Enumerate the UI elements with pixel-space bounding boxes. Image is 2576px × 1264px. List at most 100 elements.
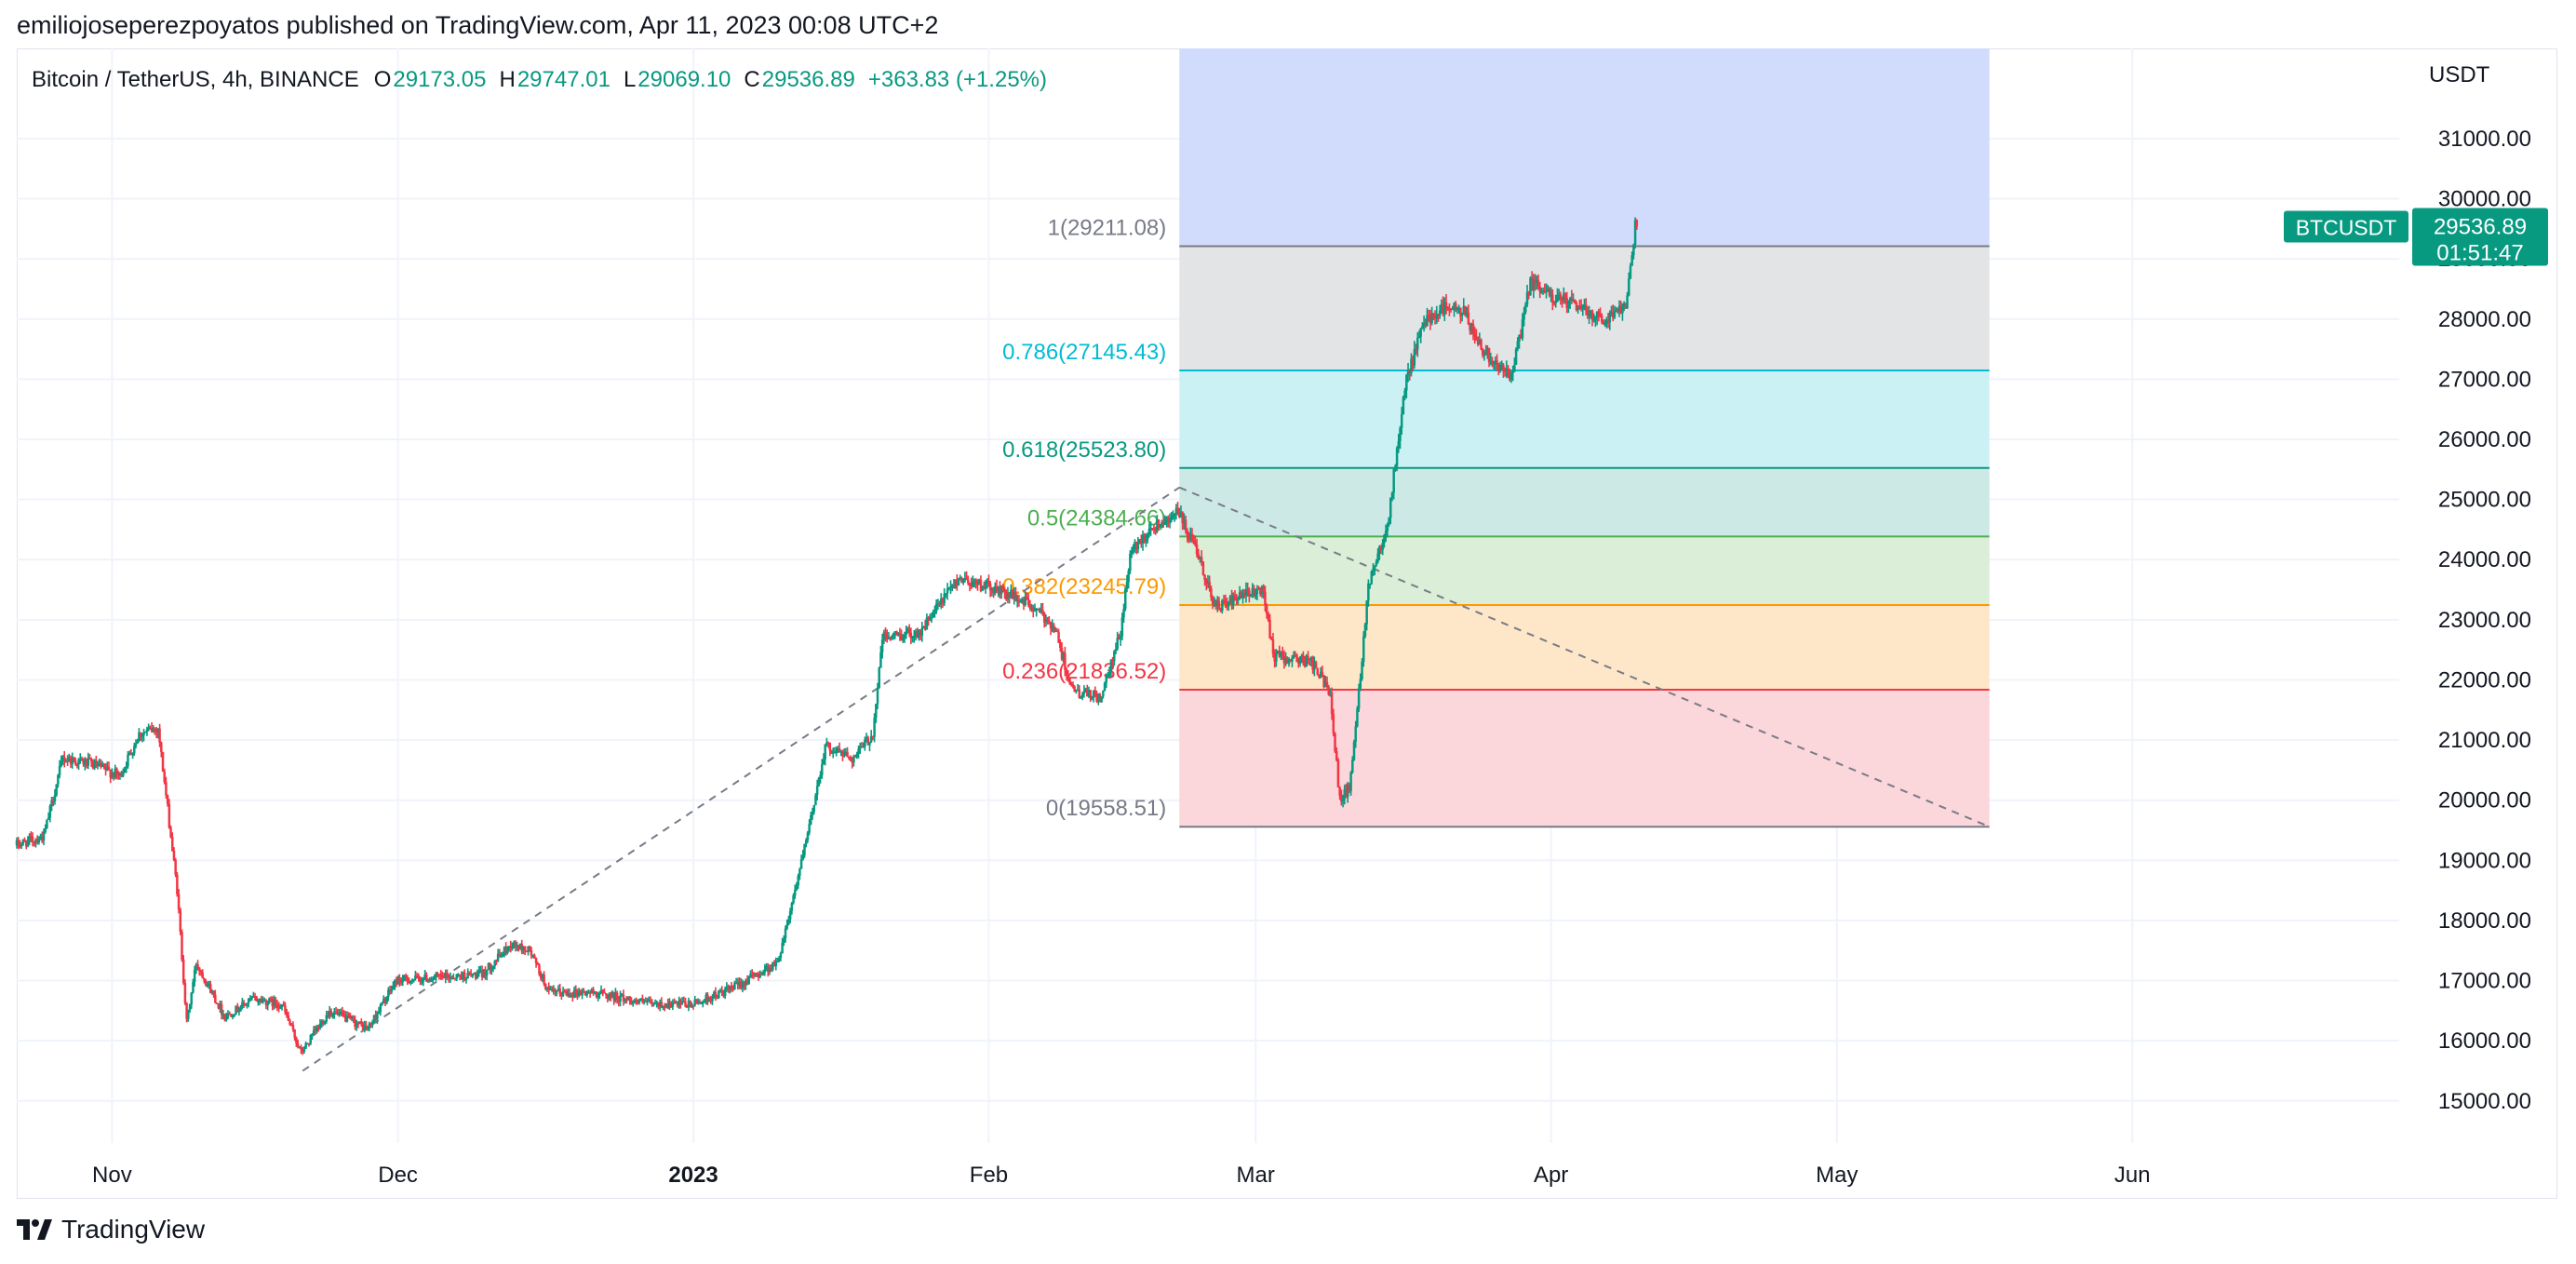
candle-body bbox=[784, 928, 787, 939]
time-tick-label: Feb bbox=[970, 1163, 1008, 1188]
candle-body bbox=[983, 586, 986, 589]
candle-body bbox=[923, 625, 927, 630]
candle-body bbox=[1095, 693, 1098, 702]
candle-body bbox=[938, 603, 941, 605]
price-tick-label: 21000.00 bbox=[2438, 728, 2531, 753]
tradingview-logo-icon bbox=[17, 1219, 52, 1240]
candle-body bbox=[1003, 590, 1006, 593]
candle-body bbox=[700, 1002, 703, 1005]
candle-body bbox=[1573, 299, 1576, 303]
candle-body bbox=[1475, 336, 1478, 340]
candle-body bbox=[1437, 314, 1440, 316]
candle-body bbox=[509, 946, 513, 948]
candle-body bbox=[1435, 314, 1439, 319]
candle-body bbox=[806, 832, 810, 840]
candle-body bbox=[972, 581, 974, 587]
candle-body bbox=[484, 969, 487, 976]
candle-body bbox=[57, 774, 60, 785]
candle-body bbox=[1583, 304, 1586, 306]
candle-body bbox=[1561, 298, 1563, 302]
candle-body bbox=[1197, 554, 1201, 559]
candle-body bbox=[994, 585, 997, 593]
tradingview-logo[interactable]: TradingView bbox=[17, 1215, 205, 1244]
candle-body bbox=[1483, 351, 1486, 356]
candle-body bbox=[1617, 310, 1619, 312]
candle-body bbox=[1165, 517, 1168, 522]
candle-body bbox=[1545, 290, 1548, 292]
candle-body bbox=[474, 972, 477, 979]
candle-body bbox=[422, 978, 425, 982]
candle-body bbox=[1255, 588, 1259, 595]
candle-body bbox=[134, 743, 138, 746]
candle-body bbox=[1065, 669, 1068, 676]
candle-body bbox=[342, 1015, 345, 1016]
candle-body bbox=[1206, 582, 1210, 584]
candle-body bbox=[1146, 533, 1149, 540]
candle-body bbox=[1462, 306, 1466, 314]
candle-body bbox=[127, 752, 131, 756]
candle-body bbox=[1494, 360, 1497, 364]
candle-body bbox=[1554, 302, 1558, 303]
candle-body bbox=[1586, 310, 1590, 316]
candle-body bbox=[379, 1004, 382, 1013]
candle-body bbox=[290, 1024, 293, 1027]
candle-body bbox=[963, 578, 967, 581]
candle-body bbox=[1253, 588, 1255, 597]
candle-body bbox=[471, 975, 475, 976]
legend-l-label: L bbox=[624, 67, 636, 92]
candle-body bbox=[1348, 785, 1351, 791]
candle-body bbox=[496, 953, 500, 961]
candle-body bbox=[1237, 598, 1240, 600]
candle-body bbox=[642, 1001, 646, 1003]
time-tick-label: Apr bbox=[1534, 1163, 1568, 1188]
candle-body bbox=[988, 584, 992, 591]
candle-body bbox=[749, 974, 752, 978]
candle-body bbox=[91, 761, 95, 769]
candle-body bbox=[129, 752, 133, 755]
candle-body bbox=[1422, 323, 1426, 327]
candle-body bbox=[1521, 319, 1524, 339]
candle-body bbox=[862, 746, 865, 748]
candle-body bbox=[597, 994, 599, 998]
candle-body bbox=[42, 831, 46, 841]
candle-body bbox=[449, 977, 452, 979]
candle-body bbox=[1211, 597, 1214, 605]
candle-body bbox=[1536, 279, 1540, 288]
candle-body bbox=[792, 895, 795, 904]
candle-body bbox=[680, 1001, 684, 1004]
chart-canvas[interactable]: 1(29211.08) 0.786(27145.43) 0.618(25523.80… bbox=[0, 0, 2576, 1210]
candle-body bbox=[906, 628, 909, 632]
candle-body bbox=[884, 632, 887, 636]
candle-body bbox=[1332, 714, 1335, 733]
candle-body bbox=[641, 998, 644, 1002]
candle-body bbox=[839, 751, 843, 754]
candle-body bbox=[160, 742, 163, 752]
candle-body bbox=[87, 758, 90, 766]
candle-body bbox=[252, 996, 255, 998]
candle-body bbox=[679, 1001, 682, 1004]
candle-body bbox=[507, 946, 511, 948]
candle-body bbox=[1341, 799, 1345, 802]
candle-body bbox=[1240, 592, 1243, 598]
candle-body bbox=[328, 1011, 331, 1017]
candle-body bbox=[1082, 691, 1086, 694]
candle-body bbox=[1343, 789, 1347, 800]
candle-body bbox=[1238, 592, 1241, 599]
price-tick-label: 20000.00 bbox=[2438, 788, 2531, 814]
candle-body bbox=[277, 1006, 280, 1009]
candle-body bbox=[1473, 333, 1476, 337]
candle-body bbox=[896, 633, 900, 636]
trend-line bbox=[1178, 486, 1991, 828]
candle-body bbox=[304, 1043, 307, 1049]
candle-body bbox=[1308, 658, 1311, 661]
candle-body bbox=[302, 1048, 306, 1052]
candle-body bbox=[61, 757, 64, 761]
candle-body bbox=[112, 773, 115, 777]
candle-body bbox=[891, 636, 893, 639]
candle-body bbox=[761, 972, 765, 975]
candle-body bbox=[626, 996, 630, 1001]
candle-body bbox=[1145, 539, 1147, 542]
candle-body bbox=[1575, 303, 1578, 311]
candle-body bbox=[1113, 651, 1116, 662]
candle-body bbox=[258, 999, 262, 1002]
